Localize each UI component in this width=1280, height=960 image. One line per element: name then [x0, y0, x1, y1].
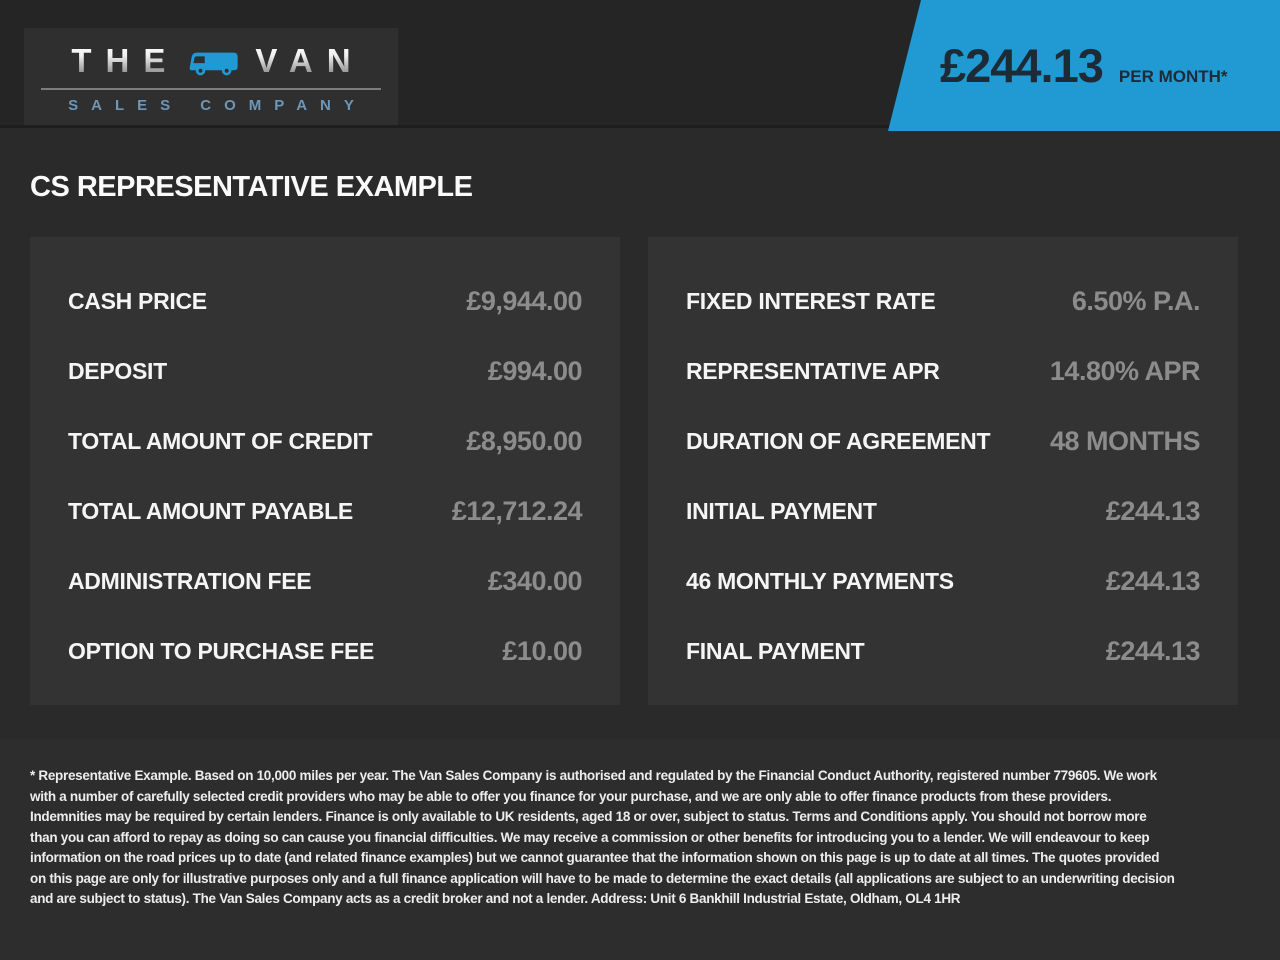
finance-label: CASH PRICE [68, 288, 207, 315]
row-monthly-payments: 46 MONTHLY PAYMENTS £244.13 [648, 547, 1238, 617]
finance-panel-right: FIXED INTEREST RATE 6.50% P.A. REPRESENT… [648, 236, 1238, 705]
logo-word-van: VAN [255, 42, 365, 79]
row-initial-payment: INITIAL PAYMENT £244.13 [648, 477, 1238, 547]
disclaimer-text: * Representative Example. Based on 10,00… [30, 768, 1175, 906]
finance-label: OPTION TO PURCHASE FEE [68, 638, 375, 665]
finance-label: DURATION OF AGREEMENT [686, 428, 991, 455]
finance-panel-left: CASH PRICE £9,944.00 DEPOSIT £994.00 TOT… [30, 236, 620, 705]
finance-label: DEPOSIT [68, 358, 167, 385]
finance-value: £340.00 [487, 566, 583, 597]
monthly-price: £244.13 [940, 39, 1104, 92]
footer: * Representative Example. Based on 10,00… [0, 739, 1280, 960]
finance-label: 46 MONTHLY PAYMENTS [686, 568, 954, 595]
finance-value: £9,944.00 [466, 286, 582, 317]
finance-label: FINAL PAYMENT [686, 638, 865, 665]
row-administration-fee: ADMINISTRATION FEE £340.00 [30, 547, 620, 617]
row-option-to-purchase-fee: OPTION TO PURCHASE FEE £10.00 [30, 617, 620, 687]
finance-value: £12,712.24 [451, 496, 583, 527]
van-icon [187, 41, 241, 81]
main-content: CS REPRESENTATIVE EXAMPLE CASH PRICE £9,… [0, 128, 1280, 739]
logo-main-line: THE VAN [71, 41, 350, 81]
finance-label: TOTAL AMOUNT OF CREDIT [68, 428, 373, 455]
row-total-amount-of-credit: TOTAL AMOUNT OF CREDIT £8,950.00 [30, 407, 620, 477]
monthly-price-period: PER MONTH* [1118, 67, 1228, 86]
finance-label: INITIAL PAYMENT [686, 498, 877, 525]
logo-word-the: THE [71, 42, 180, 79]
finance-value: £8,950.00 [466, 426, 582, 457]
row-fixed-interest-rate: FIXED INTEREST RATE 6.50% P.A. [648, 267, 1238, 337]
company-logo: THE VAN SALES COMPANY [24, 28, 398, 125]
row-total-amount-payable: TOTAL AMOUNT PAYABLE £12,712.24 [30, 477, 620, 547]
row-duration-of-agreement: DURATION OF AGREEMENT 48 MONTHS [648, 407, 1238, 477]
finance-label: REPRESENTATIVE APR [686, 358, 940, 385]
price-banner: £244.13 PER MONTH* [888, 0, 1280, 131]
finance-value: 14.80% APR [1049, 356, 1201, 387]
logo-subtitle: SALES COMPANY [68, 96, 367, 114]
finance-value: £244.13 [1105, 636, 1201, 667]
finance-value: £10.00 [502, 636, 582, 667]
row-final-payment: FINAL PAYMENT £244.13 [648, 617, 1238, 687]
header: THE VAN SALES COMPANY £244.13 PER MONTH* [0, 0, 1280, 131]
finance-panels: CASH PRICE £9,944.00 DEPOSIT £994.00 TOT… [30, 236, 1238, 705]
page-title: CS REPRESENTATIVE EXAMPLE [30, 171, 473, 203]
finance-label: TOTAL AMOUNT PAYABLE [68, 498, 353, 525]
row-deposit: DEPOSIT £994.00 [30, 337, 620, 407]
finance-value: £244.13 [1105, 496, 1201, 527]
finance-value: £244.13 [1105, 566, 1201, 597]
finance-label: ADMINISTRATION FEE [68, 568, 312, 595]
logo-divider [41, 87, 381, 90]
finance-value: 48 MONTHS [1049, 426, 1201, 457]
row-cash-price: CASH PRICE £9,944.00 [30, 267, 620, 337]
finance-value: £994.00 [487, 356, 583, 387]
finance-value: 6.50% P.A. [1071, 286, 1201, 317]
row-representative-apr: REPRESENTATIVE APR 14.80% APR [648, 337, 1238, 407]
finance-label: FIXED INTEREST RATE [686, 288, 936, 315]
